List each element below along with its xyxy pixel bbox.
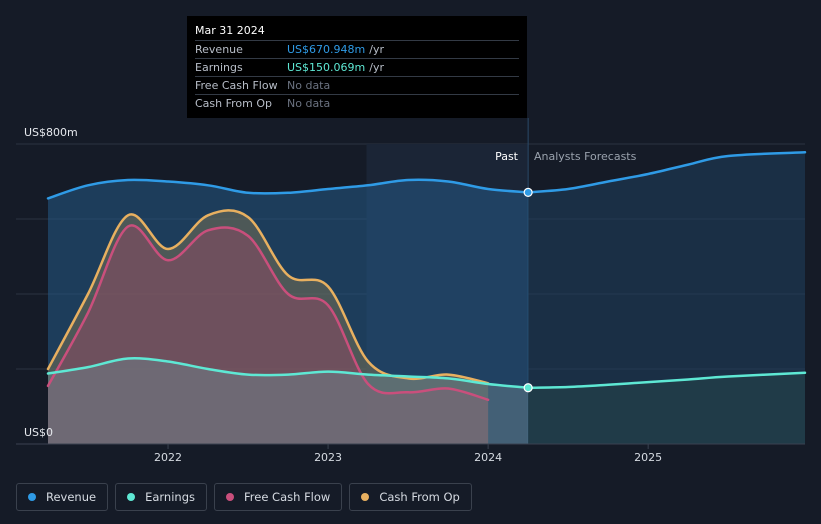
legend-dot-icon [28, 493, 36, 501]
revenue-forecast-area [528, 152, 805, 445]
x-tick-label: 2024 [474, 451, 502, 464]
tooltip-row-value: US$670.948m [287, 43, 366, 56]
legend-dot-icon [127, 493, 136, 501]
cash-from-op-line [46, 209, 490, 385]
revenue-hover-marker [523, 187, 533, 197]
legend-item-revenue[interactable]: Revenue [16, 483, 109, 511]
x-tick-label: 2022 [154, 451, 182, 464]
label-layer: US$800m US$0 Past Analysts Forecasts [24, 126, 637, 439]
y-axis-top-label: US$800m [24, 126, 78, 139]
past-region-label: Past [495, 150, 519, 163]
tooltip-row-label: Free Cash Flow [195, 79, 278, 92]
line-layer [46, 151, 807, 402]
legend-dot-icon [361, 493, 370, 501]
legend-item-earnings[interactable]: Earnings [115, 483, 207, 511]
free-cash-flow-area [48, 225, 489, 444]
tooltip-row: Cash From Op No data [195, 94, 519, 112]
tooltip-row-label: Cash From Op [195, 97, 273, 110]
free-cash-flow-line [46, 224, 490, 402]
marker-layer [523, 187, 533, 393]
x-tick-label: 2025 [634, 451, 662, 464]
legend-item-label: Revenue [46, 490, 97, 504]
tooltip-rows: Revenue US$670.948m/yr Earnings US$150.069m… [195, 40, 519, 112]
earnings-area [48, 358, 529, 444]
tooltip-row: Free Cash Flow No data [195, 76, 519, 94]
legend-item-cash-from-op[interactable]: Cash From Op [349, 483, 472, 511]
tooltip-row: Revenue US$670.948m/yr [195, 40, 519, 58]
legend-item-free-cash-flow[interactable]: Free Cash Flow [214, 483, 343, 511]
tooltip-row-label: Earnings [195, 61, 243, 74]
earnings-forecast-line [526, 371, 807, 390]
forecast-region-label: Analysts Forecasts [534, 150, 637, 163]
earnings-line [46, 357, 530, 390]
legend-dot-icon [226, 493, 234, 501]
legend-item-label: Free Cash Flow [244, 490, 331, 504]
legend-item-label: Earnings [145, 490, 195, 504]
tooltip-row-label: Revenue [195, 43, 243, 56]
tooltip-row-value: US$150.069m [287, 61, 366, 74]
legend-item-label: Cash From Op [379, 490, 460, 504]
tooltip-row-value: No data [287, 79, 331, 92]
area-layer [48, 152, 805, 445]
earnings-forecast-area [528, 372, 805, 444]
revenue-forecast-line [526, 151, 807, 194]
tooltip-row-unit: /yr [369, 43, 384, 56]
x-axis-ticks: 2022 2023 2024 2025 [16, 443, 805, 464]
y-axis-bottom-label: US$0 [24, 426, 53, 439]
tooltip-row-unit: /yr [369, 61, 384, 74]
tooltip-row-value: No data [287, 97, 331, 110]
chart-legend: Revenue Earnings Free Cash Flow Cash From O… [16, 483, 472, 511]
revenue-line [46, 178, 530, 200]
tooltip-row: Earnings US$150.069m/yr [195, 58, 519, 76]
tooltip-date: Mar 31 2024 [195, 24, 265, 37]
earnings-hover-marker [523, 383, 533, 393]
x-tick-label: 2023 [314, 451, 342, 464]
hover-tooltip: Mar 31 2024 Revenue US$670.948m/yr Earning… [187, 16, 527, 118]
